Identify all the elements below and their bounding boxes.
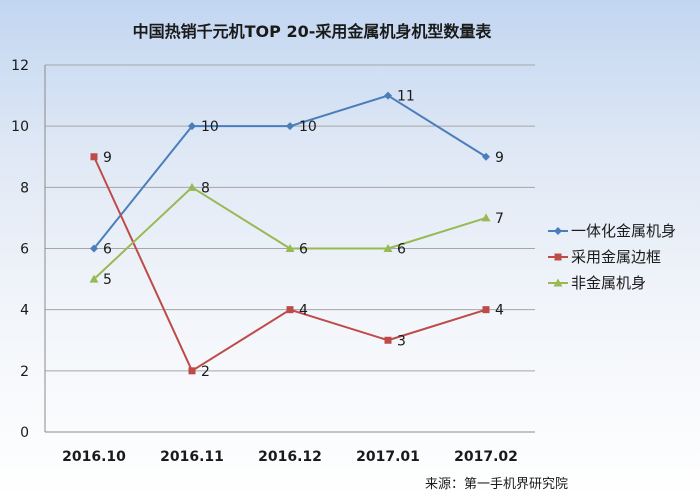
data-label: 10 — [299, 119, 317, 135]
data-point — [384, 91, 392, 100]
x-axis: 2016.10 2016.11 2016.12 2017.01 2017.02 — [62, 449, 518, 465]
data-point — [89, 274, 99, 283]
legend-entry: 一体化金属机身 — [571, 222, 676, 240]
data-point — [384, 336, 392, 344]
data-point — [188, 367, 196, 375]
series-line — [93, 94, 487, 250]
data-label: 6 — [397, 242, 406, 258]
data-point — [286, 306, 294, 314]
data-label: 8 — [201, 180, 210, 196]
data-label: 9 — [495, 150, 504, 166]
data-label: 10 — [201, 119, 219, 135]
data-label: 7 — [495, 211, 504, 227]
data-point — [90, 244, 98, 253]
y-tick-label: 8 — [20, 180, 29, 196]
data-label: 5 — [103, 272, 112, 288]
data-label: 11 — [397, 89, 415, 105]
data-point — [286, 122, 294, 131]
data-point — [188, 122, 196, 131]
data-label: 6 — [299, 242, 308, 258]
x-tick-label: 2016.12 — [258, 449, 322, 465]
data-label: 4 — [299, 303, 308, 319]
data-point — [482, 306, 490, 314]
chart-title: 中国热销千元机TOP 20-采用金属机身机型数量表 — [133, 22, 493, 41]
data-label: 2 — [201, 364, 210, 380]
data-label: 9 — [103, 150, 112, 166]
data-label: 4 — [495, 303, 504, 319]
series-line — [93, 186, 487, 280]
legend-marker — [554, 253, 562, 261]
legend-marker — [553, 278, 563, 287]
legend-entry: 采用金属边框 — [571, 248, 661, 266]
x-tick-label: 2016.11 — [160, 449, 224, 465]
data-point — [285, 244, 295, 252]
data-point — [187, 182, 197, 191]
source-note: 来源：第一手机界研究院 — [425, 477, 568, 492]
series-line — [93, 156, 487, 372]
data-point — [383, 244, 393, 252]
y-tick-label: 6 — [20, 242, 29, 258]
data-label: 3 — [397, 333, 406, 349]
y-tick-label: 4 — [20, 303, 29, 319]
y-tick-label: 2 — [20, 364, 29, 380]
data-point — [482, 152, 490, 161]
y-axis: 0 2 4 6 8 10 12 — [11, 58, 29, 441]
data-point — [90, 153, 98, 161]
legend-marker — [554, 227, 562, 235]
data-labels: 6 10 10 11 9 9 2 4 3 4 5 8 6 6 7 — [103, 89, 504, 380]
x-tick-label: 2017.01 — [356, 449, 420, 465]
y-tick-label: 12 — [11, 58, 29, 74]
y-tick-label: 0 — [20, 425, 29, 441]
x-tick-label: 2016.10 — [62, 449, 126, 465]
series-group — [89, 91, 491, 375]
legend-entry: 非金属机身 — [571, 274, 646, 292]
x-tick-label: 2017.02 — [454, 449, 518, 465]
y-tick-label: 10 — [11, 119, 29, 135]
data-label: 6 — [103, 242, 112, 258]
data-point — [481, 213, 491, 222]
